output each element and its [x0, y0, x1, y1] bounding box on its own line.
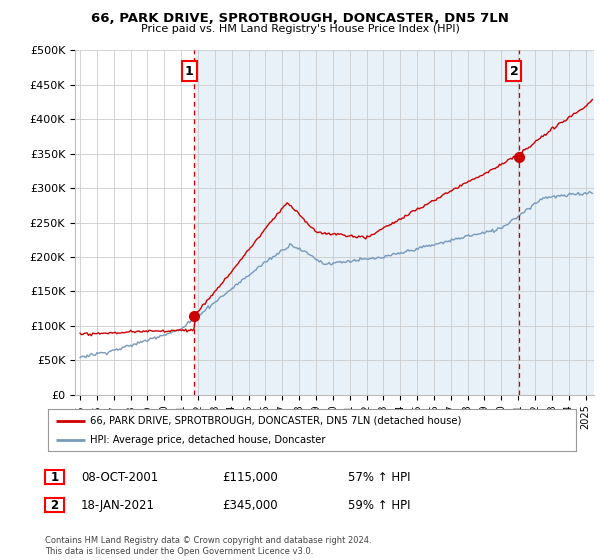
Text: 66, PARK DRIVE, SPROTBROUGH, DONCASTER, DN5 7LN: 66, PARK DRIVE, SPROTBROUGH, DONCASTER, …: [91, 12, 509, 25]
Bar: [75, 50, 194, 395]
Text: 2: 2: [509, 64, 518, 78]
Text: HPI: Average price, detached house, Doncaster: HPI: Average price, detached house, Donc…: [90, 435, 326, 445]
Text: 08-OCT-2001: 08-OCT-2001: [81, 470, 158, 484]
Text: 66, PARK DRIVE, SPROTBROUGH, DONCASTER, DN5 7LN (detached house): 66, PARK DRIVE, SPROTBROUGH, DONCASTER, …: [90, 416, 461, 426]
Bar: [194, 50, 594, 395]
Text: 1: 1: [50, 470, 59, 484]
Text: £345,000: £345,000: [222, 498, 278, 512]
Text: Contains HM Land Registry data © Crown copyright and database right 2024.
This d: Contains HM Land Registry data © Crown c…: [45, 536, 371, 556]
Text: Price paid vs. HM Land Registry's House Price Index (HPI): Price paid vs. HM Land Registry's House …: [140, 24, 460, 34]
Text: 2: 2: [50, 498, 59, 512]
Text: £115,000: £115,000: [222, 470, 278, 484]
Text: 59% ↑ HPI: 59% ↑ HPI: [348, 498, 410, 512]
Text: 1: 1: [185, 64, 193, 78]
Text: 57% ↑ HPI: 57% ↑ HPI: [348, 470, 410, 484]
Text: 18-JAN-2021: 18-JAN-2021: [81, 498, 155, 512]
